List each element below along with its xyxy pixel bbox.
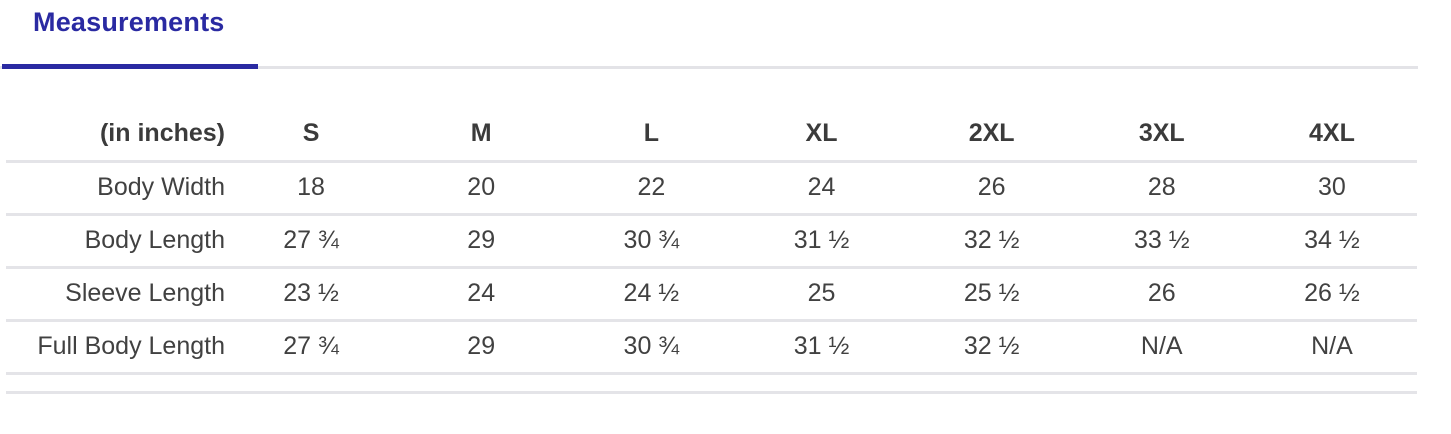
table-row-body-length: Body Length 27 ¾ 29 30 ¾ 31 ½ 32 ½ 33 ½ … [6, 214, 1417, 269]
cell: 24 [736, 161, 907, 216]
cell: 18 [226, 161, 397, 216]
cell: 25 ½ [906, 267, 1077, 322]
cell: 32 ½ [906, 214, 1077, 269]
empty-cell [6, 373, 1417, 394]
cell: 25 [736, 267, 907, 322]
size-chart-table: (in inches) S M L XL 2XL 3XL 4XL Body Wi… [6, 108, 1417, 394]
column-header-2xl: 2XL [906, 108, 1077, 163]
cell: 26 ½ [1246, 267, 1417, 322]
tab-bar: Measurements [0, 0, 1418, 69]
active-tab-indicator [2, 64, 258, 69]
cell: 20 [396, 161, 567, 216]
cell: 29 [396, 214, 567, 269]
cell: 23 ½ [226, 267, 397, 322]
cell: 24 [396, 267, 567, 322]
row-label: Body Width [6, 161, 226, 216]
cell: 27 ¾ [226, 320, 397, 375]
cell: 34 ½ [1246, 214, 1417, 269]
column-header-3xl: 3XL [1076, 108, 1247, 163]
cell: 22 [566, 161, 737, 216]
column-header-4xl: 4XL [1246, 108, 1417, 163]
column-header-xl: XL [736, 108, 907, 163]
cell: N/A [1076, 320, 1247, 375]
tab-measurements[interactable]: Measurements [33, 0, 224, 38]
cell: 26 [1076, 267, 1247, 322]
size-chart-header-row: (in inches) S M L XL 2XL 3XL 4XL [6, 108, 1417, 163]
tab-measurements-label: Measurements [33, 7, 225, 37]
table-row-full-body-length: Full Body Length 27 ¾ 29 30 ¾ 31 ½ 32 ½ … [6, 320, 1417, 375]
cell: 30 ¾ [566, 320, 737, 375]
row-label: Body Length [6, 214, 226, 269]
cell: 33 ½ [1076, 214, 1247, 269]
cell: 30 ¾ [566, 214, 737, 269]
empty-trailing-row [6, 373, 1417, 394]
table-row-sleeve-length: Sleeve Length 23 ½ 24 24 ½ 25 25 ½ 26 26… [6, 267, 1417, 322]
column-header-m: M [396, 108, 567, 163]
cell: 31 ½ [736, 214, 907, 269]
row-label: Full Body Length [6, 320, 226, 375]
unit-header: (in inches) [6, 108, 226, 163]
cell: 30 [1246, 161, 1417, 216]
measurements-panel: Measurements (in inches) S M L XL 2XL 3X… [0, 0, 1418, 394]
row-label: Sleeve Length [6, 267, 226, 322]
cell: 27 ¾ [226, 214, 397, 269]
cell: 29 [396, 320, 567, 375]
table-row-body-width: Body Width 18 20 22 24 26 28 30 [6, 161, 1417, 216]
cell: 31 ½ [736, 320, 907, 375]
cell: 24 ½ [566, 267, 737, 322]
column-header-l: L [566, 108, 737, 163]
cell: 26 [906, 161, 1077, 216]
cell: 28 [1076, 161, 1247, 216]
column-header-s: S [226, 108, 397, 163]
cell: 32 ½ [906, 320, 1077, 375]
cell: N/A [1246, 320, 1417, 375]
